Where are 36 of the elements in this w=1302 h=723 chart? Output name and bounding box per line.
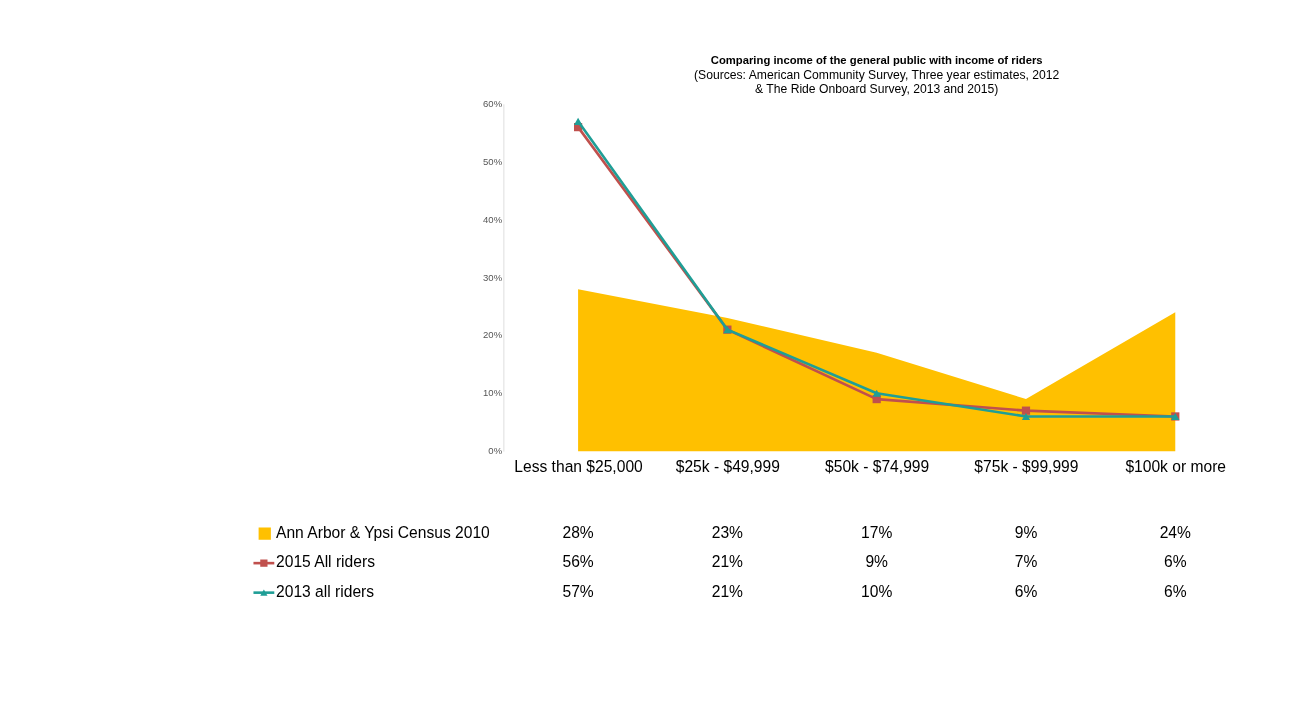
data-label: 24%	[1159, 523, 1192, 541]
legend-label: Ann Arbor & Ypsi Census 2010	[276, 523, 491, 541]
data-label: 56%	[562, 553, 594, 571]
chart-title: Comparing income of the general public with income of riders	[710, 54, 1043, 67]
x-tick-label: Less than $25,000	[514, 458, 644, 476]
y-tick-label: 10%	[483, 387, 503, 399]
y-tick-label: 40%	[483, 213, 503, 225]
y-tick-label: 0%	[488, 445, 503, 457]
point	[573, 117, 583, 125]
y-tick-label: 30%	[483, 271, 503, 283]
data-label: 21%	[711, 553, 744, 571]
x-tick-label: $100k or more	[1125, 458, 1227, 476]
y-tick-label: 20%	[483, 329, 503, 341]
y-tick-label: 60%	[483, 98, 503, 109]
data-label: 17%	[861, 523, 893, 541]
point	[1021, 406, 1031, 415]
legend-label: 2015 All riders	[276, 553, 376, 571]
legend-label: 2013 all riders	[276, 582, 375, 600]
point	[1021, 412, 1031, 421]
data-label: 9%	[1014, 523, 1038, 541]
x-tick-label: $50k - $74,999	[825, 458, 930, 476]
data-label: 6%	[1163, 553, 1187, 571]
y-tick-label: 50%	[483, 155, 503, 167]
data-label: 9%	[865, 553, 889, 571]
data-label: 23%	[711, 523, 744, 541]
x-tick-label: $75k - $99,999	[974, 458, 1079, 476]
data-label: 57%	[562, 582, 594, 600]
data-label: 28%	[562, 523, 594, 541]
data-label: 7%	[1014, 553, 1038, 571]
point	[872, 389, 881, 397]
chart-subtitle: (Sources: American Community Survey, Three year estimates, 2012 & The Ride Onboard Survey, 2013 and 2015)	[694, 67, 1060, 96]
x-tick-label: $25k - $49,999	[675, 458, 780, 476]
data-label: 21%	[711, 582, 744, 600]
data-label: 6%	[1163, 582, 1187, 600]
data-label: 6%	[1014, 582, 1038, 600]
data-label: 10%	[861, 582, 893, 600]
